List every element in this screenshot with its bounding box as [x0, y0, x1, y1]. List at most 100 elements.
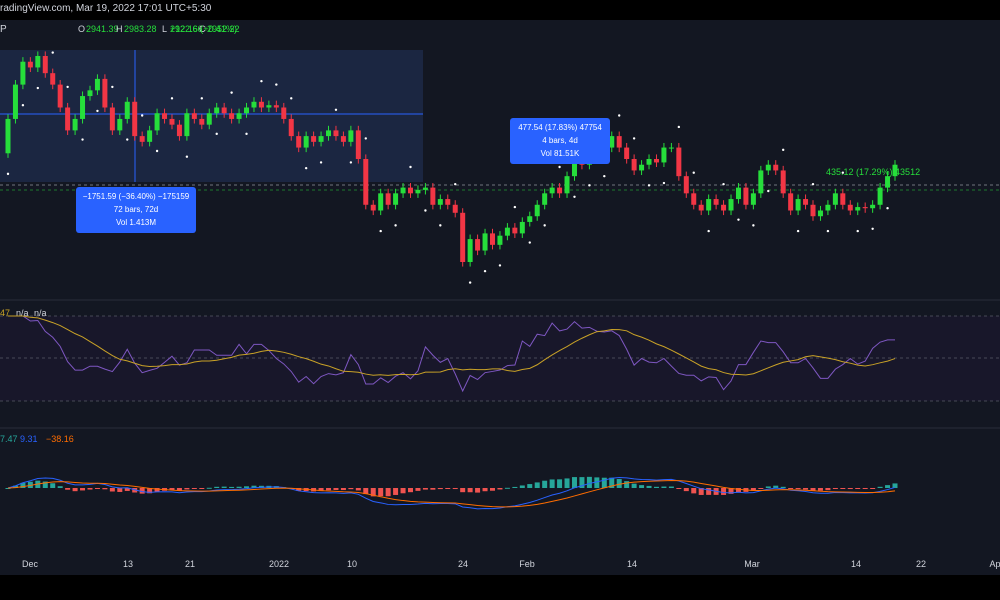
measurement-text: Vol 81.51K — [541, 149, 580, 158]
candle-body — [512, 227, 518, 234]
macd-hist-bar — [527, 484, 533, 488]
candle-body — [862, 207, 868, 209]
macd-hist-bar — [721, 488, 727, 495]
macd-hist-bar — [65, 488, 71, 490]
macd-hist-bar — [519, 485, 525, 488]
candle-body — [303, 136, 309, 148]
macd-hist-bar — [318, 488, 324, 492]
ohlc-value-C: 2952.22 — [207, 24, 240, 34]
candle-body — [504, 227, 510, 236]
macd-hist-bar — [385, 488, 391, 497]
macd-hist-bar — [109, 488, 115, 492]
macd-hist-bar — [42, 481, 48, 488]
macd-hist-bar — [348, 488, 354, 490]
macd-hist-bar — [72, 488, 78, 492]
macd-hist-bar — [176, 488, 182, 491]
macd-hist-bar — [817, 488, 823, 491]
sar-dot — [722, 182, 725, 186]
sar-dot — [886, 207, 889, 210]
macd-hist-bar — [795, 488, 801, 490]
candle-body — [631, 159, 637, 171]
candle-body — [773, 164, 779, 171]
measurement-box — [76, 187, 196, 233]
macd-hist-bar — [475, 488, 481, 493]
macd-hist-bar — [244, 486, 250, 488]
macd-hist-bar — [408, 488, 414, 493]
macd-hist-bar — [50, 483, 56, 488]
x-tick-label: 14 — [627, 559, 637, 569]
candle-body — [139, 136, 145, 142]
macd-hist-bar — [780, 486, 786, 488]
sar-dot — [841, 171, 845, 174]
macd-hist-bar — [57, 486, 63, 488]
signal-line — [7, 479, 896, 508]
macd-hist-bar — [147, 488, 153, 494]
candle-body — [94, 78, 100, 91]
sar-dot — [558, 165, 561, 169]
macd-hist-bar — [862, 488, 868, 489]
candle-body — [176, 124, 182, 137]
sar-dot — [170, 97, 174, 100]
candle-body — [57, 84, 63, 108]
candle-body — [378, 193, 384, 211]
candle-body — [743, 187, 749, 205]
macd-hist-bar — [20, 482, 26, 488]
sar-dot — [140, 114, 144, 117]
candle-body — [639, 164, 645, 171]
candle-body — [184, 113, 190, 137]
candle-body — [721, 204, 727, 211]
sar-dot — [260, 79, 263, 83]
sar-dot — [811, 182, 815, 186]
macd-hist-bar — [437, 488, 443, 490]
sar-dot — [483, 269, 487, 273]
candle-body — [832, 193, 838, 205]
candle-body — [571, 159, 577, 177]
candle-body — [72, 118, 78, 131]
macd-hist-bar — [631, 483, 637, 488]
macd-hist-bar — [482, 488, 488, 492]
candle-body — [855, 207, 861, 211]
macd-hist-bar — [355, 488, 361, 491]
sar-dot — [454, 182, 457, 186]
candle-body — [348, 130, 354, 142]
sar-dot — [796, 229, 800, 233]
sar-dot — [707, 229, 710, 233]
macd-hist-bar — [296, 488, 302, 491]
macd-hist-bar — [251, 485, 257, 488]
macd-hist-bar — [87, 488, 93, 490]
sar-dot — [826, 229, 830, 233]
sar-dot — [66, 85, 69, 89]
macd-hist-bar — [504, 487, 510, 489]
candle-body — [27, 61, 33, 68]
sar-dot — [632, 137, 636, 140]
candle-body — [50, 73, 56, 85]
candle-body — [542, 193, 548, 205]
candle-body — [817, 210, 823, 217]
macd-hist-bar — [80, 488, 86, 491]
macd-hist-bar — [594, 477, 600, 488]
candle-body — [87, 90, 93, 97]
macd-hist-bar — [370, 488, 376, 497]
candle-body — [683, 176, 689, 194]
macd-hist-bar — [340, 488, 346, 491]
candle-body — [482, 233, 488, 251]
sar-dot — [200, 97, 203, 100]
macd-hist-bar — [415, 488, 421, 491]
candle-body — [609, 136, 615, 148]
sar-dot — [126, 138, 129, 141]
sar-dot — [304, 166, 308, 170]
macd-hist-bar — [333, 488, 339, 490]
candle-body — [65, 107, 71, 131]
macd-hist-bar — [422, 488, 428, 490]
candle-body — [251, 101, 257, 108]
candle-body — [519, 221, 525, 234]
rsi-legend-na: n/a — [16, 308, 29, 318]
macd-hist-bar — [363, 488, 369, 495]
candle-body — [340, 136, 346, 142]
macd-hist-bar — [199, 488, 205, 489]
candle-body — [475, 239, 481, 251]
ohlc-key-O: O — [78, 24, 85, 34]
macd-hist-bar — [117, 488, 123, 492]
candle-body — [653, 159, 659, 163]
